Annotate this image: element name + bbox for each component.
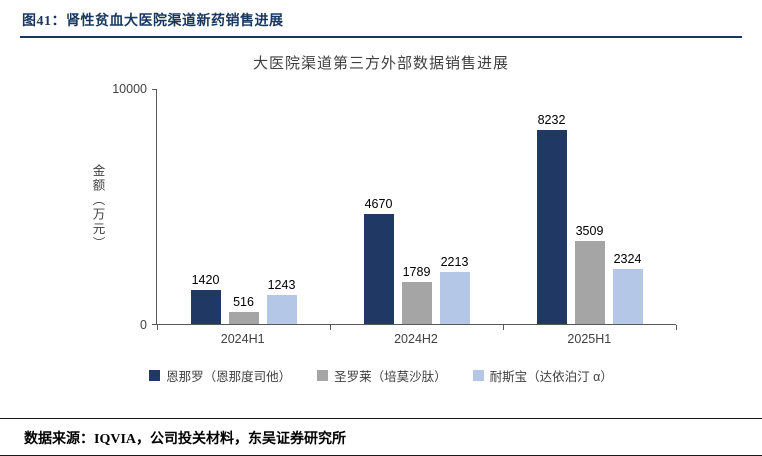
- bar-2024H2: [363, 214, 394, 324]
- chart-legend: 恩那罗（恩那度司他） 圣罗莱（培莫沙肽） 耐斯宝（达依泊汀 α）: [86, 366, 676, 385]
- y-axis-ticks: 10000 0: [110, 82, 156, 332]
- bar-wrap: 1420: [190, 273, 221, 324]
- bar-wrap: 1243: [266, 278, 297, 324]
- figure-title: 图41：肾性贫血大医院渠道新药销售进展: [22, 14, 284, 29]
- legend-swatch-icon: [317, 370, 329, 381]
- bar-value-label: 1243: [267, 278, 296, 292]
- y-axis-label-column: 金额（万元）: [86, 89, 110, 325]
- bar-value-label: 2324: [613, 252, 642, 266]
- legend-series-label: 恩那罗（恩那度司他）: [166, 370, 292, 384]
- plot-area: 1420 516 1243 4670 1789 2213 8232 3509 2324: [152, 89, 677, 330]
- x-category-label: 2025H1: [567, 332, 612, 346]
- bar-wrap: 3509: [574, 224, 605, 324]
- x-category-label: 2024H1: [220, 332, 265, 346]
- bar-2025H1: [574, 241, 605, 324]
- bar-group-2024H2: 4670 1789 2213: [363, 197, 470, 324]
- bar-wrap: 516: [228, 295, 259, 324]
- legend-item: 恩那罗（恩那度司他）: [149, 366, 291, 385]
- bar-group-2025H1: 8232 3509 2324: [536, 113, 643, 324]
- footer: 数据来源：IQVIA，公司投关材料，东吴证券研究所: [0, 418, 762, 456]
- chart-body: 金额（万元） 10000 0 1420 516 1243 4670 1789 2213 82…: [86, 82, 677, 332]
- bar-wrap: 4670: [363, 197, 394, 324]
- bar-wrap: 2324: [612, 252, 643, 324]
- bar-2024H1: [228, 312, 259, 324]
- bar-chart: 大医院渠道第三方外部数据销售进展 金额（万元） 10000 0 1420 516 1…: [86, 52, 677, 385]
- bar-2024H1: [266, 295, 297, 324]
- legend-series-label: 耐斯宝（达依泊汀 α）: [489, 370, 613, 384]
- bar-value-label: 516: [233, 295, 254, 309]
- bar-value-label: 8232: [537, 113, 566, 127]
- bar-value-label: 3509: [575, 224, 604, 238]
- legend-series-label: 圣罗莱（培莫沙肽）: [334, 370, 447, 384]
- bar-2024H1: [190, 290, 221, 324]
- bar-value-label: 2213: [440, 255, 469, 269]
- bar-2025H1: [612, 269, 643, 324]
- legend-item: 圣罗莱（培莫沙肽）: [317, 366, 447, 385]
- bar-group-2024H1: 1420 516 1243: [190, 273, 297, 324]
- figure-header: 图41：肾性贫血大医院渠道新药销售进展: [0, 0, 762, 36]
- bar-2024H2: [439, 272, 470, 324]
- chart-title: 大医院渠道第三方外部数据销售进展: [252, 55, 509, 72]
- bar-wrap: 8232: [536, 113, 567, 324]
- x-axis-tick: [503, 325, 504, 330]
- bar-value-label: 1789: [402, 265, 431, 279]
- x-axis-labels: 2024H1 2024H2 2025H1: [156, 332, 676, 346]
- x-category-label: 2024H2: [394, 332, 438, 346]
- y-tick-max-label: 10000: [112, 82, 147, 96]
- header-divider: [20, 36, 742, 38]
- bar-2025H1: [536, 130, 567, 324]
- bar-wrap: 2213: [439, 255, 470, 324]
- footer-divider-top: [0, 418, 762, 419]
- bar-2024H2: [401, 282, 432, 324]
- y-axis-label: 金额（万元）: [90, 163, 105, 251]
- x-axis-tick: [676, 325, 677, 330]
- y-tick-min-label: 0: [140, 318, 147, 332]
- bar-value-label: 1420: [191, 273, 220, 287]
- legend-swatch-icon: [149, 370, 161, 381]
- data-source-note: 数据来源：IQVIA，公司投关材料，东吴证券研究所: [24, 432, 347, 447]
- legend-swatch-icon: [472, 370, 484, 381]
- bar-wrap: 1789: [401, 265, 432, 324]
- x-axis-tick: [157, 325, 158, 330]
- x-axis-tick: [330, 325, 331, 330]
- legend-item: 耐斯宝（达依泊汀 α）: [472, 366, 613, 385]
- bar-value-label: 4670: [364, 197, 393, 211]
